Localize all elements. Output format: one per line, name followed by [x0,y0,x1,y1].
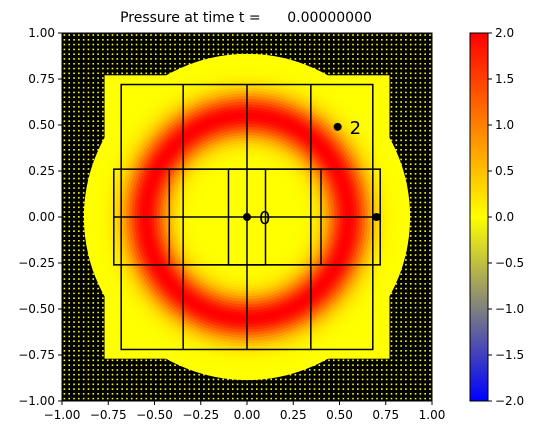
field-ring-band [83,53,411,381]
x-tick-label: −0.25 [182,408,219,422]
colorbar-tick-label: 1.0 [495,118,514,132]
plot-area: 02 [62,33,432,401]
y-axis: −1.00 −0.75 −0.50 −0.25 0.00 0.25 0.50 0.75 1.00 [18,26,62,408]
colorbar-tick-label: 1.5 [495,72,514,86]
colorbar [469,32,489,402]
x-tick-label: −0.75 [90,408,127,422]
receiver-point [372,213,381,221]
point-label: 2 [350,118,361,139]
field-ring-band [86,56,408,378]
field-ring-band [103,73,391,361]
field-ring-band [92,62,402,372]
colorbar-tick-label: −2.0 [495,394,524,408]
field-ring-band [106,76,388,358]
x-tick-label: 1.00 [419,408,446,422]
x-tick-label: 0.25 [280,408,307,422]
field-ring-band [97,67,397,367]
receiver-point [243,213,251,221]
x-axis: −1.00 −0.75 −0.50 −0.25 0.00 0.25 0.50 0.75 1.00 [44,401,446,422]
y-tick-label: 0.25 [28,164,55,178]
field-ring-band [95,65,399,369]
y-tick-label: 0.50 [28,118,55,132]
field-ring-band [108,78,386,356]
y-tick-label: −0.50 [18,302,55,316]
y-tick-label: −0.75 [18,348,55,362]
colorbar-tick-label: 0.0 [495,210,514,224]
x-tick-label: −0.50 [136,408,173,422]
x-tick-label: 0.50 [326,408,353,422]
y-tick-label: −1.00 [18,394,55,408]
x-tick-label: −1.00 [44,408,81,422]
colorbar-axis: 2.0 1.5 1.0 0.5 0.0 −0.5 −1.0 −1.5 −2.0 [488,26,524,408]
colorbar-tick-label: −1.0 [495,302,524,316]
y-tick-label: 1.00 [28,26,55,40]
x-tick-label: 0.00 [234,408,261,422]
chart-title: Pressure at time t = 0.00000000 [120,10,372,26]
colorbar-tick-label: −1.5 [495,348,524,362]
colorbar-tick-label: 2.0 [495,26,514,40]
receiver-point [333,122,342,131]
receiver-points: 02 [243,118,381,229]
y-tick-label: −0.25 [18,256,55,270]
field-ring-band [100,70,394,364]
y-tick-label: 0.00 [28,210,55,224]
colorbar-tick-label: −0.5 [495,256,524,270]
y-tick-label: 0.75 [28,72,55,86]
x-tick-label: 0.75 [372,408,399,422]
colorbar-tick-label: 0.5 [495,164,514,178]
field-ring-band [89,59,405,375]
point-label: 0 [259,208,270,229]
